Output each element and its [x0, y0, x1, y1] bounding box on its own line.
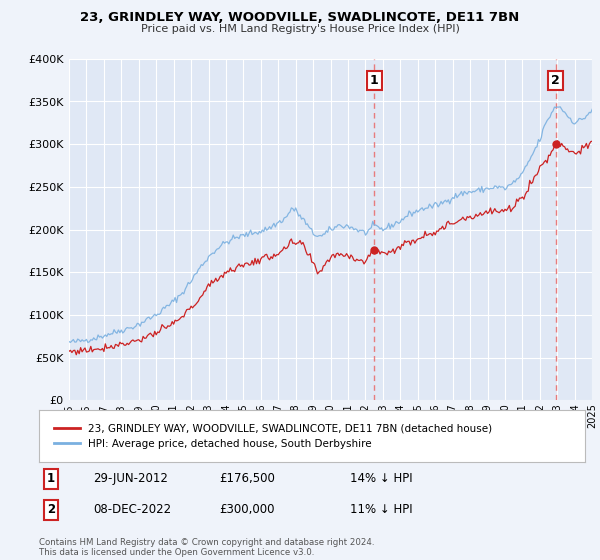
Text: £176,500: £176,500 — [219, 473, 275, 486]
Text: 29-JUN-2012: 29-JUN-2012 — [94, 473, 169, 486]
Text: 1: 1 — [47, 473, 55, 486]
Legend: 23, GRINDLEY WAY, WOODVILLE, SWADLINCOTE, DE11 7BN (detached house), HPI: Averag: 23, GRINDLEY WAY, WOODVILLE, SWADLINCOTE… — [50, 419, 497, 453]
Text: 11% ↓ HPI: 11% ↓ HPI — [350, 503, 413, 516]
Text: 23, GRINDLEY WAY, WOODVILLE, SWADLINCOTE, DE11 7BN: 23, GRINDLEY WAY, WOODVILLE, SWADLINCOTE… — [80, 11, 520, 24]
Text: 2: 2 — [47, 503, 55, 516]
Text: 1: 1 — [370, 74, 379, 87]
Text: 2: 2 — [551, 74, 560, 87]
Text: £300,000: £300,000 — [219, 503, 275, 516]
Text: Price paid vs. HM Land Registry's House Price Index (HPI): Price paid vs. HM Land Registry's House … — [140, 24, 460, 34]
Text: 14% ↓ HPI: 14% ↓ HPI — [350, 473, 413, 486]
Text: Contains HM Land Registry data © Crown copyright and database right 2024.
This d: Contains HM Land Registry data © Crown c… — [39, 538, 374, 557]
Text: 08-DEC-2022: 08-DEC-2022 — [94, 503, 172, 516]
